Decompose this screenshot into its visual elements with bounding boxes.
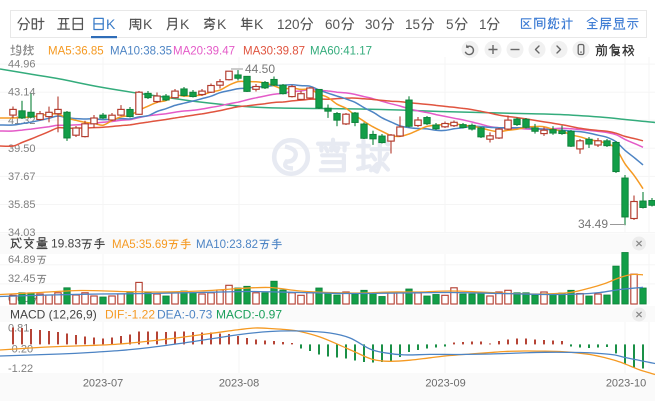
svg-text:K: K <box>143 16 153 32</box>
svg-text:DIF:-1.22: DIF:-1.22 <box>105 308 155 322</box>
svg-text:K: K <box>254 16 264 32</box>
svg-text:MA10:38.35: MA10:38.35 <box>110 45 172 57</box>
svg-text:5: 5 <box>446 17 454 32</box>
svg-text:2023-09: 2023-09 <box>425 377 465 389</box>
svg-text:32.45: 32.45 <box>8 273 36 285</box>
svg-text:19.83: 19.83 <box>51 237 81 251</box>
svg-text:64.89: 64.89 <box>8 254 36 266</box>
svg-text:K: K <box>180 16 190 32</box>
svg-text:2023-07: 2023-07 <box>83 377 123 389</box>
svg-text:MA10:23.82: MA10:23.82 <box>196 239 258 251</box>
svg-text:2023-10: 2023-10 <box>606 377 646 389</box>
svg-text:60: 60 <box>325 17 340 32</box>
svg-text:K: K <box>217 16 227 32</box>
svg-text:MA5:36.85: MA5:36.85 <box>48 45 104 57</box>
svg-text:30: 30 <box>365 17 380 32</box>
svg-text:39.50: 39.50 <box>8 143 36 155</box>
svg-text:1: 1 <box>479 17 487 32</box>
svg-text:0.81: 0.81 <box>8 323 29 335</box>
svg-text:MA5:35.69: MA5:35.69 <box>112 239 168 251</box>
svg-text:MACD:-0.97: MACD:-0.97 <box>216 308 282 322</box>
svg-text:DEA:-0.73: DEA:-0.73 <box>157 308 213 322</box>
svg-text:2023-08: 2023-08 <box>219 377 259 389</box>
svg-text:MACD (12,26,9): MACD (12,26,9) <box>10 308 97 322</box>
svg-text:MA20:39.47: MA20:39.47 <box>173 45 235 57</box>
svg-text:34.03: 34.03 <box>8 227 36 239</box>
svg-text:37.67: 37.67 <box>8 171 36 183</box>
svg-text:44.96: 44.96 <box>8 59 36 71</box>
svg-text:MA30:39.87: MA30:39.87 <box>243 45 305 57</box>
svg-text:34.49: 34.49 <box>578 217 608 231</box>
svg-text:-1.22: -1.22 <box>8 363 33 375</box>
svg-text:-0.20: -0.20 <box>8 344 33 356</box>
svg-text:120: 120 <box>277 17 300 32</box>
svg-text:15: 15 <box>405 17 420 32</box>
svg-text:43.14: 43.14 <box>8 87 36 99</box>
svg-text:44.50: 44.50 <box>245 62 275 76</box>
svg-text:K: K <box>106 16 116 32</box>
svg-text:35.85: 35.85 <box>8 199 36 211</box>
svg-text:MA60:41.17: MA60:41.17 <box>310 45 372 57</box>
